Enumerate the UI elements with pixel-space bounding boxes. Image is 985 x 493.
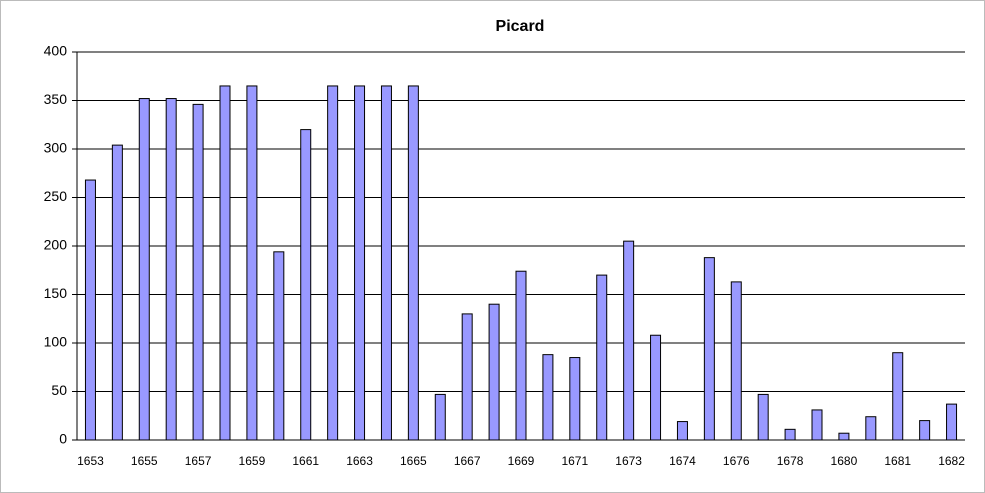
x-tick-label: 1655: [131, 454, 158, 468]
y-tick-label: 300: [44, 140, 68, 156]
x-tick-label: 1674: [669, 454, 696, 468]
x-tick-label: 1678: [777, 454, 804, 468]
bar: [838, 432, 850, 441]
bar: [300, 129, 312, 441]
bar: [919, 420, 931, 441]
bar: [273, 251, 285, 441]
bar: [623, 240, 635, 441]
y-tick-label: 250: [44, 188, 68, 204]
x-tick-label: 1673: [615, 454, 642, 468]
x-tick-label: 1680: [831, 454, 858, 468]
x-tick-label: 1682: [938, 454, 965, 468]
bar: [461, 313, 473, 441]
bar: [192, 103, 204, 441]
bar: [407, 85, 419, 441]
bar: [811, 409, 823, 441]
bar: [515, 270, 527, 441]
bar: [165, 98, 177, 441]
x-tick-label: 1659: [239, 454, 266, 468]
x-tick-label: 1681: [884, 454, 911, 468]
bar: [596, 274, 608, 441]
bar: [354, 85, 366, 441]
bar: [246, 85, 258, 441]
bar: [650, 334, 662, 441]
x-tick-label: 1667: [454, 454, 481, 468]
x-tick-label: 1671: [561, 454, 588, 468]
y-tick-label: 0: [59, 431, 67, 447]
bar: [138, 98, 150, 441]
x-tick-label: 1657: [185, 454, 212, 468]
bar: [757, 393, 769, 441]
x-tick-label: 1663: [346, 454, 373, 468]
y-tick-label: 350: [44, 91, 68, 107]
bar: [542, 354, 554, 441]
bar: [865, 416, 877, 441]
bar: [434, 393, 446, 441]
chart-title: Picard: [496, 18, 545, 35]
x-tick-label: 1669: [508, 454, 535, 468]
bar: [946, 403, 958, 441]
bar: [730, 281, 742, 441]
bar: [676, 421, 688, 441]
y-tick-label: 400: [44, 43, 68, 59]
bar: [488, 303, 500, 441]
bar: [219, 85, 231, 441]
y-tick-label: 100: [44, 334, 68, 350]
x-tick-label: 1676: [723, 454, 750, 468]
bar: [84, 179, 96, 441]
x-tick-label: 1661: [292, 454, 319, 468]
bar: [569, 357, 581, 441]
bar: [380, 85, 392, 441]
y-tick-label: 200: [44, 237, 68, 253]
y-tick-label: 150: [44, 285, 68, 301]
x-tick-label: 1665: [400, 454, 427, 468]
bar: [892, 352, 904, 441]
bar: [784, 428, 796, 441]
bar: [327, 85, 339, 441]
y-tick-label: 50: [51, 382, 67, 398]
bar: [703, 257, 715, 441]
bar: [111, 144, 123, 441]
x-tick-label: 1653: [77, 454, 104, 468]
